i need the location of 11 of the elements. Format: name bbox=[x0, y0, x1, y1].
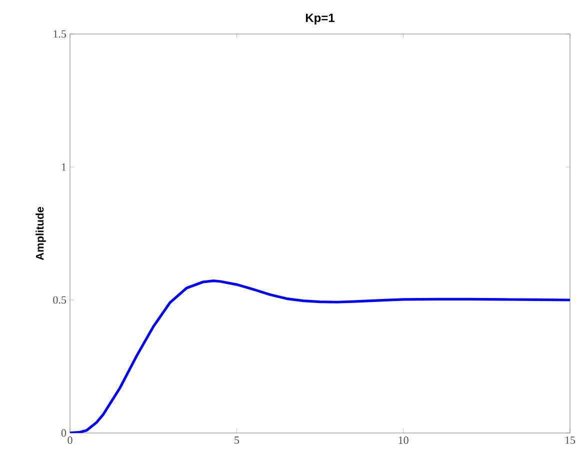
y-tick-label: 1.5 bbox=[54, 30, 66, 38]
y-tick-label: 1 bbox=[62, 163, 66, 171]
x-tick-label: 10 bbox=[398, 436, 408, 444]
chart-title: Kp=1 bbox=[306, 14, 335, 24]
x-tick-label: 15 bbox=[565, 436, 576, 444]
x-tick-label: 0 bbox=[68, 436, 72, 444]
y-axis-title: Amplitude bbox=[36, 206, 46, 260]
y-tick-label: 0.5 bbox=[53, 296, 66, 304]
y-tick-label: 0 bbox=[61, 429, 66, 437]
line-series bbox=[70, 280, 570, 433]
x-tick-label: 5 bbox=[234, 436, 239, 444]
